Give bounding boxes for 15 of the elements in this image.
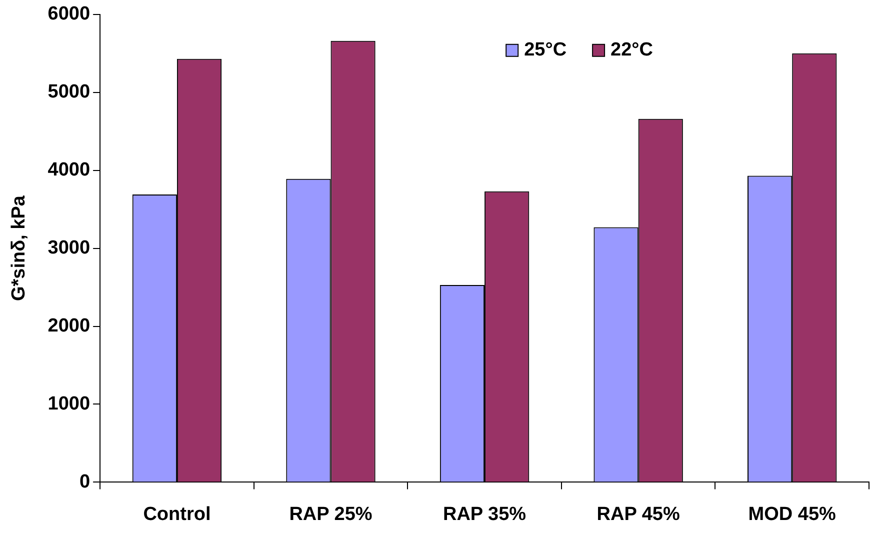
x-tick-label: RAP 25%	[289, 504, 372, 525]
y-tick-label: 2000	[48, 316, 90, 336]
y-tick-label: 3000	[48, 238, 90, 259]
y-tick-label: 0	[79, 471, 90, 492]
y-tick-label: 1000	[48, 393, 90, 414]
y-tick-label: 4000	[48, 160, 90, 181]
y-axis-title: G*sinδ, kPa	[8, 195, 30, 302]
x-tick-label: Control	[143, 504, 211, 525]
x-tick-label: RAP 45%	[596, 504, 680, 525]
y-tick-label: 6000	[48, 4, 90, 25]
legend-label: 25°C	[524, 40, 567, 61]
x-tick-label: RAP 35%	[442, 504, 526, 525]
y-tick-label: 5000	[48, 82, 90, 103]
x-tick-label: MOD 45%	[748, 504, 836, 525]
legend-label: 22°C	[610, 40, 654, 61]
